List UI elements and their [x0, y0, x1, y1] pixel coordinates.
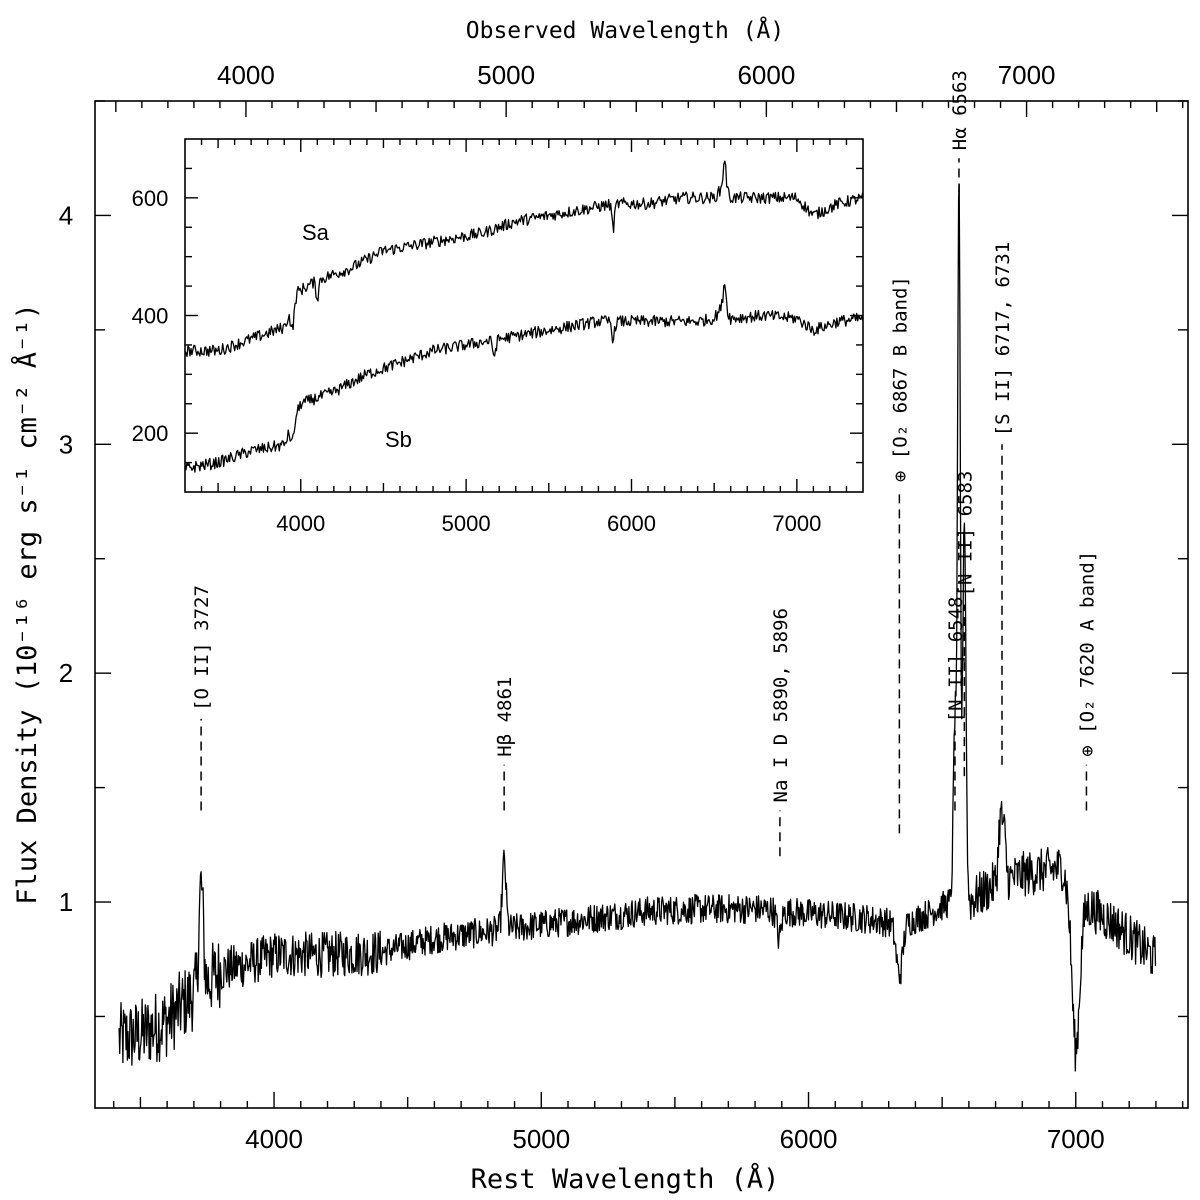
y-tick-label: 2	[59, 658, 73, 688]
y-axis-title: Flux Density (10⁻¹⁶ erg s⁻¹ cm⁻² Å⁻¹)	[11, 303, 43, 904]
line-label: ⊕ [O₂ 7620 A band]	[1076, 551, 1098, 757]
line-label: [O II] 3727	[191, 585, 213, 711]
inset-x-tick-label: 7000	[772, 511, 821, 536]
x-tick-label: 5000	[512, 1124, 570, 1154]
line-label: Hα 6563	[949, 70, 971, 150]
line-label: Na I D 5890, 5896	[770, 608, 792, 802]
inset-series-sb-line	[184, 284, 864, 473]
inset-x-tick-label: 5000	[442, 511, 491, 536]
inset-series-sa-label: Sa	[302, 220, 330, 245]
inset-series-sa-line	[184, 160, 864, 358]
x-tick-label: 7000	[1047, 1124, 1105, 1154]
inset-x-tick-label: 6000	[607, 511, 656, 536]
line-annotations: [O II] 3727 Hβ 4861 Na I D 5890, 5896 ⊕ [O₂…	[191, 70, 1098, 857]
line-label: [N II] 6583	[954, 471, 976, 597]
y-tick-label: 3	[59, 429, 73, 459]
inset-series-sb-label: Sb	[385, 427, 412, 452]
inset-y-tick-label: 600	[132, 186, 169, 211]
inset-x-tick-label: 4000	[276, 511, 325, 536]
top-axis-title: Observed Wavelength (Å)	[466, 16, 785, 44]
x-axis-title: Rest Wavelength (Å)	[471, 1163, 780, 1195]
inset-plot: 4000 5000 6000 7000 200 400 600 Sa Sb	[132, 138, 864, 536]
main-axis-ticks	[95, 100, 1188, 1108]
inset-tick-labels: 4000 5000 6000 7000 200 400 600	[132, 186, 822, 536]
main-plot-frame	[94, 100, 1189, 1109]
x-tick-label: 6000	[780, 1124, 838, 1154]
main-tick-labels: 4000 5000 6000 7000 4000 5000 6000 7000 1 2 3 4	[59, 60, 1105, 1154]
inset-y-tick-label: 400	[132, 304, 169, 329]
main-spectrum-line	[118, 183, 1157, 1072]
line-label: ⊕ [O₂ 6867 B band]	[889, 276, 911, 482]
line-label: [S II] 6717, 6731	[992, 242, 1014, 436]
top-tick-label: 6000	[737, 60, 795, 90]
inset-y-tick-label: 200	[132, 421, 169, 446]
top-tick-label: 5000	[477, 60, 535, 90]
y-tick-label: 1	[59, 887, 73, 917]
x-tick-label: 4000	[245, 1124, 303, 1154]
top-tick-label: 4000	[217, 60, 275, 90]
inset-axis-ticks	[185, 139, 863, 492]
top-tick-label: 7000	[998, 60, 1056, 90]
line-label: Hβ 4861	[494, 677, 516, 757]
y-tick-label: 4	[59, 200, 73, 230]
